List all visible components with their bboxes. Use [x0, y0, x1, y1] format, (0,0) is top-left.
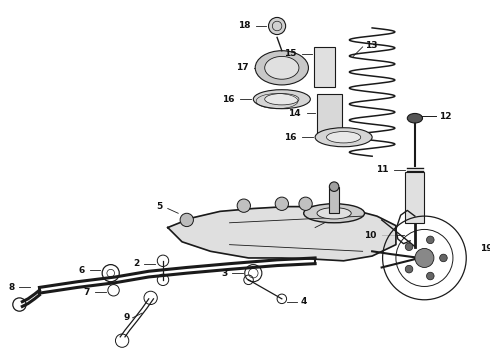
Circle shape: [329, 182, 339, 192]
Ellipse shape: [317, 208, 351, 219]
Bar: [329, 186, 339, 213]
Circle shape: [269, 17, 286, 35]
Ellipse shape: [315, 128, 372, 147]
Text: 10: 10: [365, 231, 377, 240]
Text: 17: 17: [236, 63, 248, 72]
Text: 18: 18: [238, 22, 250, 31]
Circle shape: [275, 197, 289, 211]
Text: 9: 9: [123, 313, 130, 322]
Text: 12: 12: [439, 112, 451, 121]
Circle shape: [299, 197, 312, 211]
Text: 14: 14: [288, 109, 301, 118]
Text: 6: 6: [79, 266, 85, 275]
Circle shape: [440, 254, 447, 262]
Bar: [317, 94, 342, 134]
Circle shape: [180, 213, 194, 226]
Ellipse shape: [255, 51, 308, 85]
Text: 1: 1: [327, 216, 334, 225]
Text: 2: 2: [133, 259, 139, 268]
Ellipse shape: [265, 57, 299, 79]
Circle shape: [237, 199, 250, 212]
Text: 3: 3: [221, 269, 228, 278]
Circle shape: [405, 243, 413, 251]
Circle shape: [426, 272, 434, 280]
Text: 13: 13: [366, 41, 378, 50]
Text: 16: 16: [284, 133, 296, 142]
Text: 11: 11: [376, 165, 388, 174]
Bar: [314, 47, 335, 87]
Text: 15: 15: [284, 49, 296, 58]
Ellipse shape: [326, 131, 361, 143]
Bar: [405, 172, 424, 223]
Circle shape: [426, 236, 434, 244]
Circle shape: [405, 265, 413, 273]
Polygon shape: [168, 207, 396, 261]
Text: 19: 19: [480, 244, 490, 253]
Text: 8: 8: [8, 283, 15, 292]
Ellipse shape: [304, 204, 365, 223]
Ellipse shape: [407, 113, 422, 123]
Text: 5: 5: [157, 202, 163, 211]
Circle shape: [415, 248, 434, 267]
Text: 7: 7: [83, 288, 90, 297]
Text: 16: 16: [222, 95, 234, 104]
Ellipse shape: [253, 90, 310, 109]
Ellipse shape: [265, 94, 299, 105]
Text: 4: 4: [301, 297, 307, 306]
